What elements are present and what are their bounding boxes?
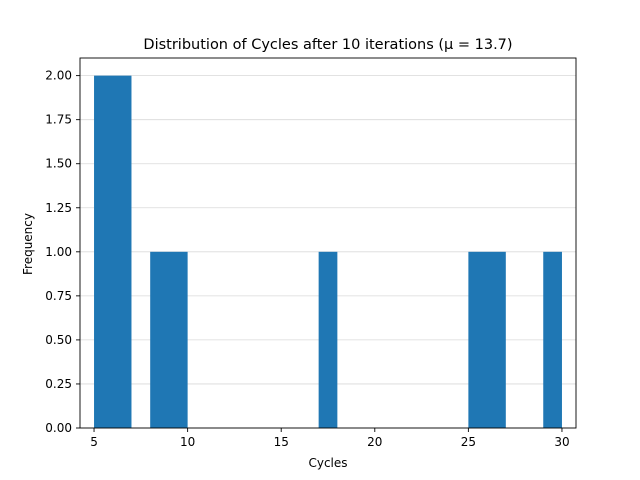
- y-tick-label: 0.00: [45, 421, 72, 435]
- y-tick-label: 0.50: [45, 333, 72, 347]
- histogram-bar: [150, 251, 188, 428]
- y-tick-label: 0.75: [45, 289, 72, 303]
- x-tick-label: 20: [367, 435, 382, 449]
- x-tick-label: 15: [274, 435, 289, 449]
- x-tick-label: 5: [90, 435, 98, 449]
- y-tick-label: 1.25: [45, 201, 72, 215]
- y-axis-label: Frequency: [21, 213, 35, 275]
- axes: 5 10 15 20 25 30 0.00 0.25 0.50 0.75 1.00 1.25 1.50 1…: [45, 57, 577, 449]
- y-tick-label: 0.25: [45, 377, 72, 391]
- y-tick-label: 1.50: [45, 157, 72, 171]
- bars: [94, 75, 562, 428]
- histogram-bar: [468, 251, 506, 428]
- histogram-bar: [543, 251, 562, 428]
- x-axis-label: Cycles: [308, 456, 347, 470]
- y-tick-label: 1.75: [45, 113, 72, 127]
- histogram-bar: [94, 75, 132, 428]
- chart-title: Distribution of Cycles after 10 iteratio…: [143, 37, 512, 53]
- histogram-bar: [318, 251, 338, 428]
- y-tick-label: 2.00: [45, 69, 72, 83]
- x-tick-label: 25: [461, 435, 476, 449]
- plot-frame: [79, 57, 577, 429]
- x-tick-label: 10: [180, 435, 195, 449]
- y-tick-label: 1.00: [45, 245, 72, 259]
- x-tick-label: 30: [554, 435, 569, 449]
